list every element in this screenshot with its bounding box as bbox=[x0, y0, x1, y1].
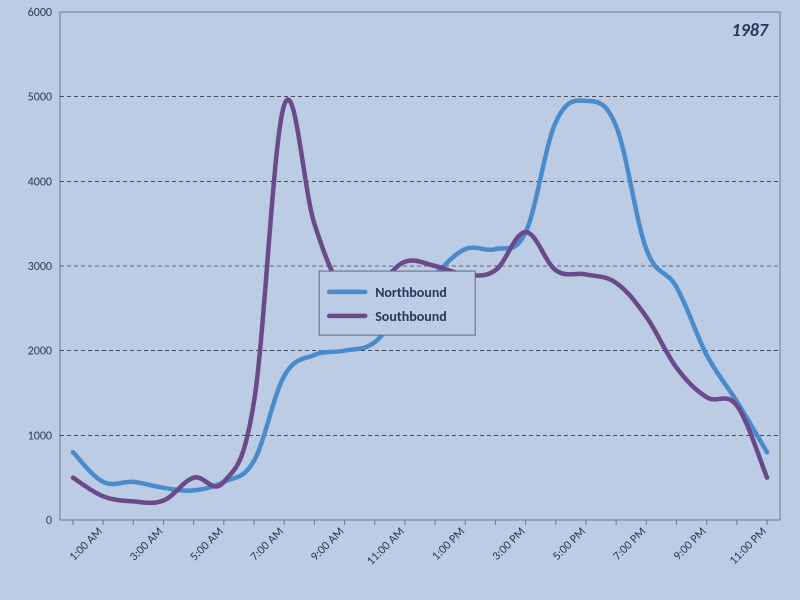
y-tick-label: 0 bbox=[46, 514, 52, 528]
y-tick-label: 5000 bbox=[28, 91, 52, 105]
legend-label-southbound: Southbound bbox=[375, 308, 447, 325]
y-tick-label: 4000 bbox=[28, 175, 52, 189]
y-tick-label: 2000 bbox=[28, 345, 52, 359]
year-label: 1987 bbox=[732, 19, 769, 41]
legend-label-northbound: Northbound bbox=[375, 284, 447, 301]
y-tick-label: 3000 bbox=[28, 260, 52, 274]
legend-box bbox=[319, 271, 475, 335]
traffic-chart: 01000200030004000500060001:00 AM3:00 AM5… bbox=[0, 0, 800, 600]
y-tick-label: 1000 bbox=[28, 429, 52, 443]
y-tick-label: 6000 bbox=[28, 6, 52, 20]
chart-container: 01000200030004000500060001:00 AM3:00 AM5… bbox=[0, 0, 800, 600]
